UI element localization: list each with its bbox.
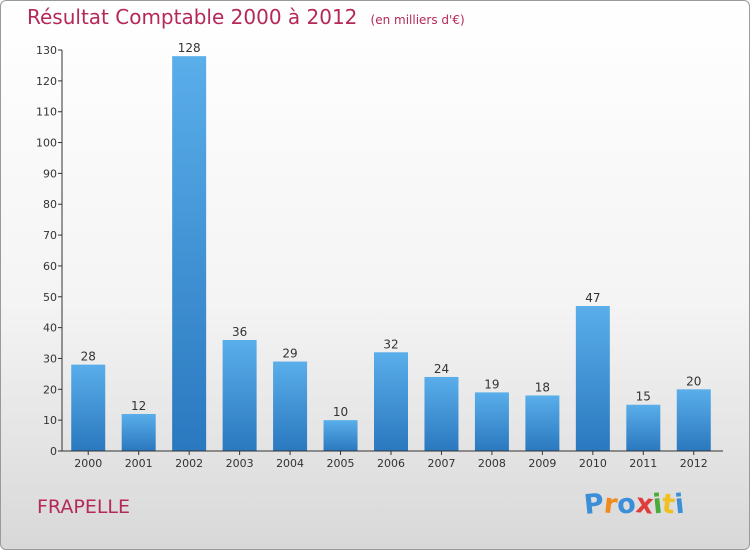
y-tick-label: 70 <box>43 229 57 242</box>
bar <box>374 352 408 451</box>
bar <box>222 339 257 451</box>
y-tick-label: 40 <box>43 322 57 335</box>
bar <box>474 392 509 451</box>
x-tick-label: 2001 <box>125 457 153 470</box>
bar <box>172 56 207 452</box>
commune-name: FRAPELLE <box>37 496 130 518</box>
bar-value-label: 128 <box>178 41 201 55</box>
y-tick-label: 90 <box>43 167 57 180</box>
x-tick-label: 2004 <box>276 457 304 470</box>
chart-title-block: Résultat Comptable 2000 à 2012 (en milli… <box>27 5 465 29</box>
bar <box>121 413 156 451</box>
x-tick-label: 2011 <box>629 457 657 470</box>
bar <box>71 364 106 451</box>
bar <box>424 376 459 451</box>
y-tick-label: 10 <box>43 414 57 427</box>
y-tick-label: 30 <box>43 352 57 365</box>
proxiti-logo: Proxiti <box>582 488 687 521</box>
y-tick-label: 120 <box>36 75 57 88</box>
y-tick-label: 80 <box>43 198 57 211</box>
x-tick-label: 2002 <box>175 457 203 470</box>
y-tick-label: 60 <box>43 260 57 273</box>
x-tick-label: 2012 <box>680 457 708 470</box>
bar-value-label: 24 <box>434 362 449 376</box>
x-tick-label: 2006 <box>377 457 405 470</box>
bar-value-label: 18 <box>535 380 550 394</box>
x-axis: 2000 2001 2002 2003 2004 2005 2006 2007 2008 2009… <box>62 450 723 470</box>
bar <box>273 361 308 451</box>
x-tick-label: 2005 <box>327 457 355 470</box>
bar <box>575 306 610 451</box>
bar-value-label: 36 <box>232 325 247 339</box>
bar-value-label: 29 <box>282 347 297 361</box>
bar-value-label: 19 <box>484 377 499 391</box>
chart-title: Résultat Comptable 2000 à 2012 <box>27 5 358 29</box>
logo-letter: i <box>673 488 687 521</box>
x-tick-label: 2009 <box>528 457 556 470</box>
y-tick-label: 50 <box>43 291 57 304</box>
bar <box>626 404 661 451</box>
y-tick-label: 100 <box>36 137 57 150</box>
bar-value-label: 20 <box>686 374 701 388</box>
bar-value-label: 47 <box>585 291 600 305</box>
bars-group: 28 12 128 36 29 10 32 24 19 18 47 15 20 <box>71 41 711 452</box>
y-tick-label: 0 <box>50 445 57 458</box>
bar-value-label: 28 <box>81 350 96 364</box>
bar <box>525 395 560 451</box>
bar-value-label: 10 <box>333 405 348 419</box>
bar <box>323 420 358 451</box>
chart-unit-note: (en milliers d'€) <box>370 13 465 27</box>
bar-value-label: 15 <box>636 390 651 404</box>
y-tick-label: 110 <box>36 106 57 119</box>
x-tick-label: 2007 <box>427 457 455 470</box>
bar-value-label: 32 <box>383 337 398 351</box>
y-tick-label: 130 <box>36 44 57 57</box>
x-tick-label: 2010 <box>579 457 607 470</box>
x-tick-label: 2000 <box>74 457 102 470</box>
bar-value-label: 12 <box>131 399 146 413</box>
x-tick-label: 2008 <box>478 457 506 470</box>
bar <box>676 389 711 451</box>
x-tick-label: 2003 <box>226 457 254 470</box>
y-tick-label: 20 <box>43 383 57 396</box>
y-axis: 0 10 20 30 40 50 60 70 80 90 100 110 120 130 <box>36 44 63 458</box>
